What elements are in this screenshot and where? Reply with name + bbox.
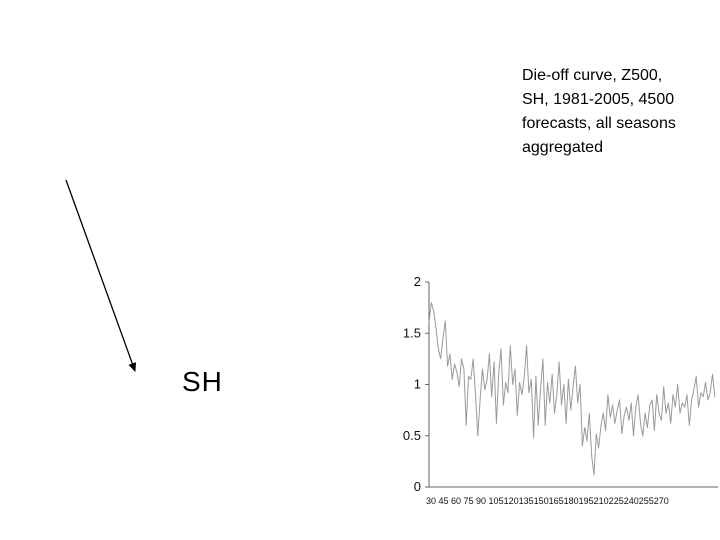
chart-caption: Die-off curve, Z500, SH, 1981-2005, 4500…: [522, 67, 676, 156]
region-label: SH: [182, 366, 223, 397]
y-tick-label: 2: [414, 274, 421, 289]
series-line-0: [428, 302, 716, 476]
x-tick-labels: 30 45 60 75 90 1051201351501651801952102…: [426, 496, 669, 506]
y-tick-label: 0: [414, 479, 421, 494]
y-axis-ticks: 0 0.5 1 1.5 2: [403, 274, 429, 494]
y-tick-label: 1.5: [403, 325, 421, 340]
die-off-chart: 0 0.5 1 1.5 2 30 45 60 75 90 105120135150165…: [403, 274, 718, 506]
series-layer: [428, 302, 716, 476]
y-tick-label: 1: [414, 377, 421, 392]
y-tick-label: 0.5: [403, 428, 421, 443]
arrow-line: [65, 179, 137, 372]
